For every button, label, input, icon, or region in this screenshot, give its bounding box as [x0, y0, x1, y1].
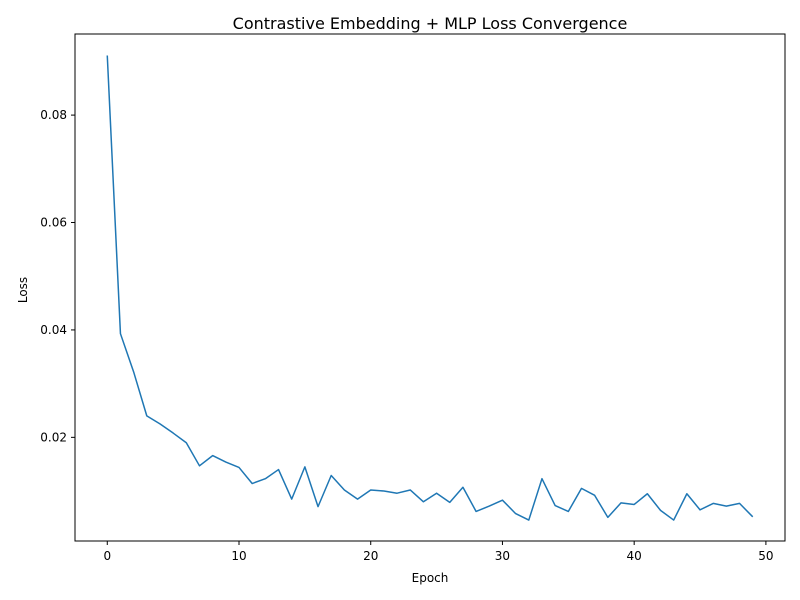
x-axis-ticks: 0 10 20 30 40 50 [103, 541, 774, 563]
y-tick-label: 0.02 [40, 430, 67, 444]
x-tick-label: 30 [495, 549, 510, 563]
x-axis-label: Epoch [412, 571, 449, 585]
x-tick-label: 40 [627, 549, 642, 563]
y-tick-label: 0.08 [40, 108, 67, 122]
x-tick-label: 50 [758, 549, 773, 563]
plot-area [106, 55, 754, 521]
y-tick-label: 0.06 [40, 216, 67, 230]
y-axis-label: Loss [16, 277, 30, 303]
y-tick-label: 0.04 [40, 323, 67, 337]
chart-title: Contrastive Embedding + MLP Loss Converg… [233, 14, 628, 33]
x-tick-label: 0 [103, 549, 111, 563]
x-tick-label: 20 [363, 549, 378, 563]
plot-frame [74, 33, 786, 542]
x-tick-label: 10 [231, 549, 246, 563]
y-axis-ticks: 0.02 0.04 0.06 0.08 [40, 108, 75, 444]
loss-series-line [106, 55, 754, 521]
